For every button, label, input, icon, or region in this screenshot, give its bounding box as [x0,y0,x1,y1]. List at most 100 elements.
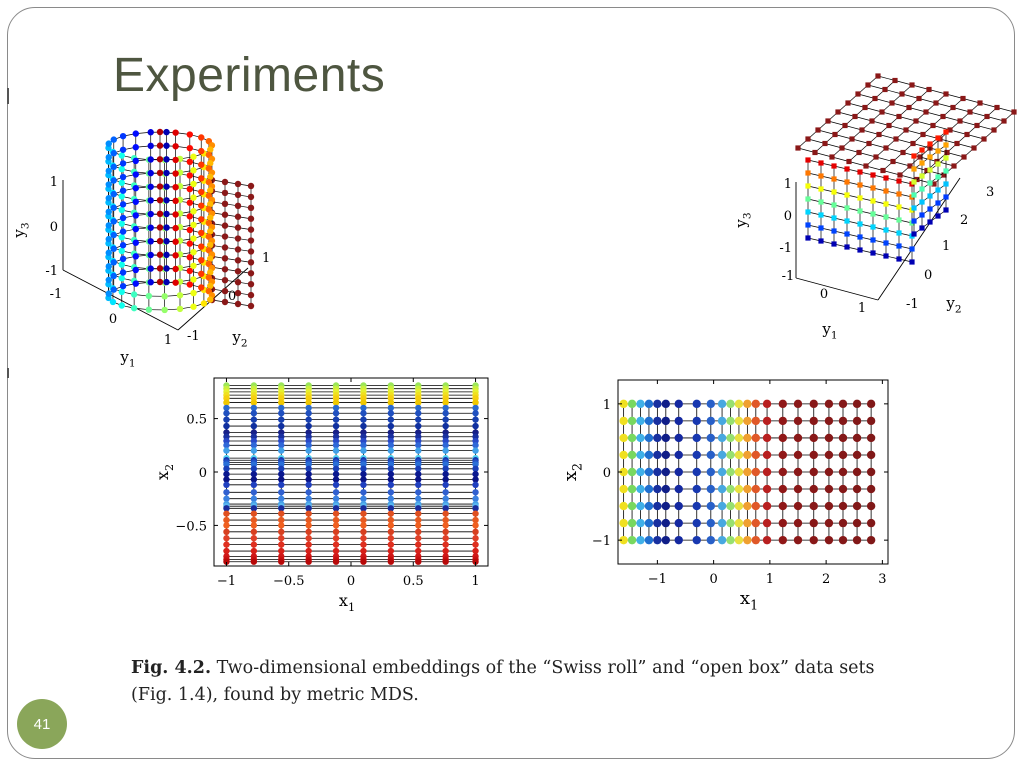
data-point [110,204,117,211]
data-point [919,212,925,218]
data-point [896,230,902,236]
data-point [387,410,395,417]
data-point [778,518,788,528]
data-point [762,399,772,409]
data-point [415,399,422,406]
data-point [838,501,848,511]
z-tick-label: -1 [45,264,58,279]
data-point [118,247,125,255]
data-point [852,433,862,443]
data-point [943,168,949,174]
data-point [305,476,312,483]
data-point [105,208,112,216]
data-point [305,528,312,536]
data-point [118,206,125,214]
data-point [857,234,863,240]
data-point [207,269,214,276]
data-point [935,161,941,167]
x-tick-label: −0.5 [273,574,305,589]
data-point [305,522,312,529]
data-point [156,265,164,272]
data-point [910,140,916,147]
data-point [156,210,164,218]
data-point [332,547,340,555]
data-point [911,205,917,211]
data-point [472,522,479,529]
data-point [221,211,229,218]
y-axis-label: y2 [945,294,961,316]
swiss-roll-mds-plot: −1 −0.5 0 0.5 1 0.5 0 −0.5 x1 x2 [153,377,489,614]
data-point [247,215,255,222]
data-point [644,535,654,545]
y-tick-label: -1 [906,297,919,312]
data-point [674,433,683,443]
data-point [172,143,179,150]
mesh-edge [834,134,853,140]
data-point [172,279,179,286]
data-point [234,257,242,264]
data-point [186,267,194,275]
data-point [250,410,258,417]
data-point [892,77,898,84]
data-point [805,196,811,202]
data-point [726,467,735,477]
data-point [305,489,312,496]
data-point [793,501,803,511]
data-point [223,516,230,524]
data-point [163,128,170,136]
data-point [692,399,701,409]
mesh-edge [945,93,964,99]
data-point [778,450,788,460]
data-point [387,422,395,430]
data-point [472,547,479,555]
data-point [943,194,949,200]
data-point [132,266,139,274]
data-point [838,450,848,460]
data-point [161,306,168,314]
data-point [743,518,752,528]
data-point [207,241,214,249]
data-point [734,399,744,409]
data-point [883,214,889,220]
data-point [186,226,194,234]
data-point [883,240,889,246]
data-point [223,510,230,517]
mesh-edge [854,116,873,122]
data-points [795,73,1017,187]
data-point [472,416,479,423]
data-point [332,516,340,524]
data-point [778,433,788,443]
data-point [743,433,752,443]
y-axis-label: x2 [153,464,176,480]
mesh-edge [844,125,863,131]
data-point [619,535,628,545]
data-point [223,495,230,502]
data-point [332,410,340,417]
data-point [119,269,127,276]
data-point [105,167,112,175]
data-point [223,399,230,406]
data-point [734,467,744,477]
data-point [762,518,772,528]
data-point [223,470,230,478]
data-point [762,416,772,426]
data-point [207,255,214,262]
y-axis-label: y2 [231,328,247,350]
data-point [247,270,255,277]
data-point [156,142,164,149]
data-point [778,416,788,426]
data-point [795,145,801,151]
data-point [105,249,112,256]
data-point [674,399,683,409]
data-point [198,161,205,168]
data-point [207,187,214,194]
data-point [636,399,645,409]
data-point [935,174,941,180]
data-point [250,399,258,406]
data-point [706,450,716,460]
data-point [387,447,395,454]
data-point [793,416,803,426]
data-point [927,180,933,186]
mesh-edge [946,152,965,158]
data-point [762,535,772,545]
